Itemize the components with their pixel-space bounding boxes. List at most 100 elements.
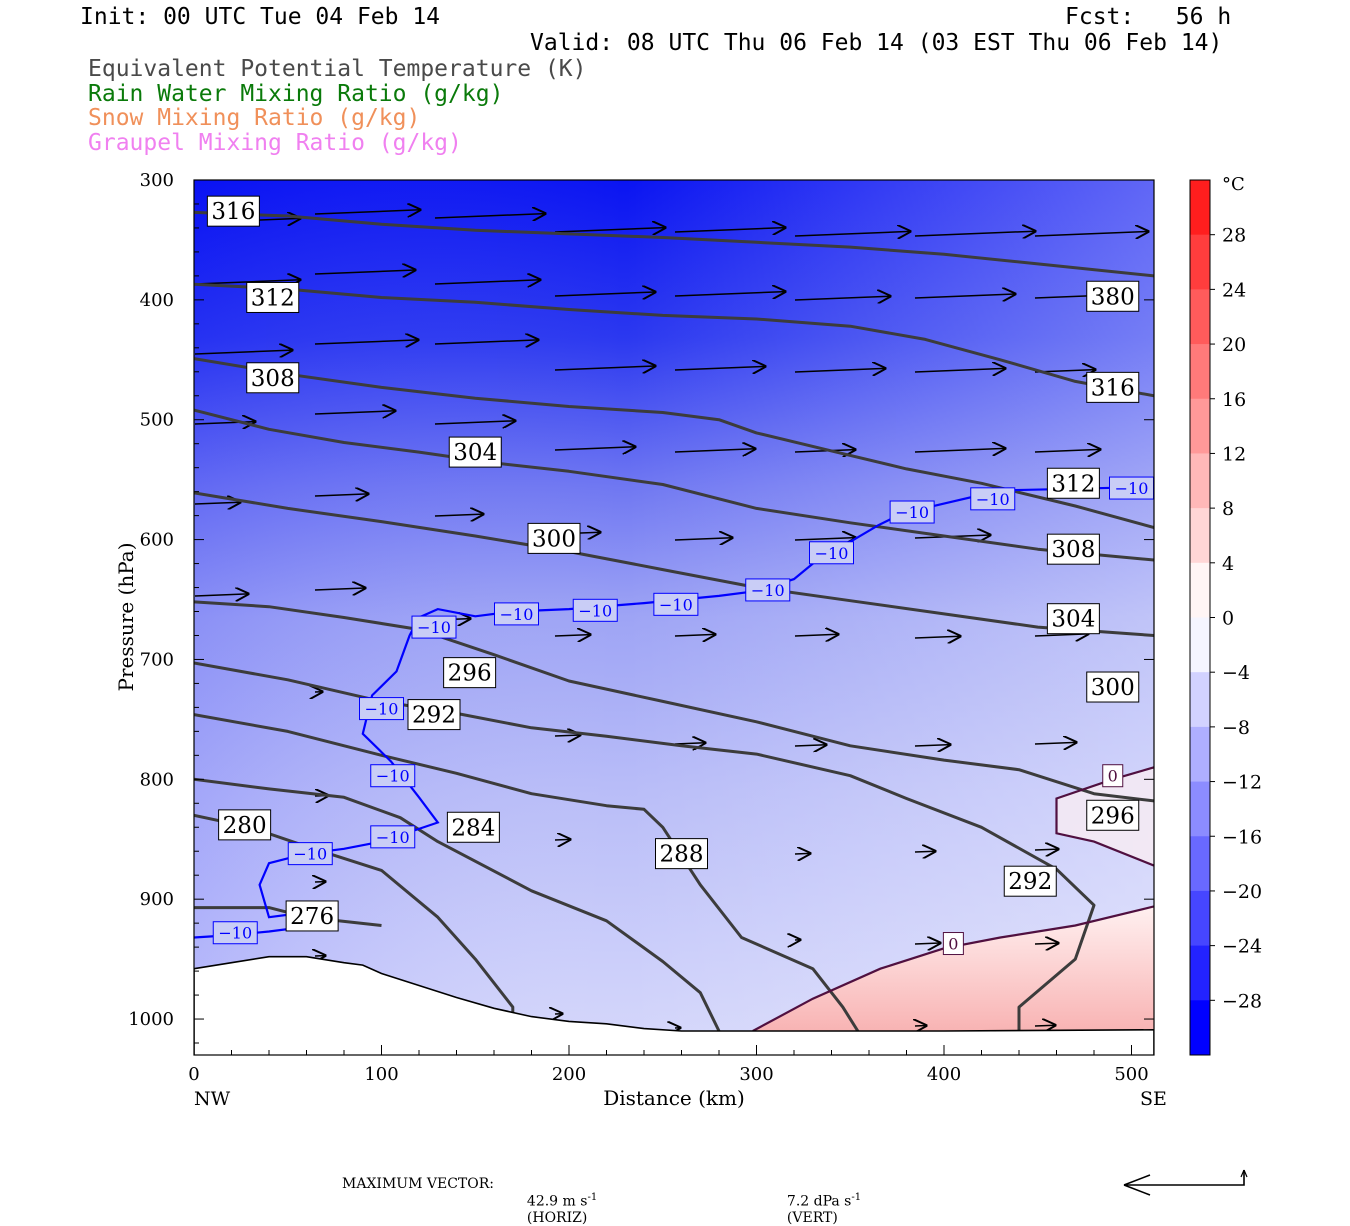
x-tick-label: 300 xyxy=(739,1064,773,1085)
svg-text:296: 296 xyxy=(448,661,492,687)
svg-text:−10: −10 xyxy=(376,828,410,847)
theta-e-label-276: 276 xyxy=(286,901,338,931)
wind-vector xyxy=(555,735,580,736)
svg-text:284: 284 xyxy=(451,815,495,841)
horiz-unit: (HORIZ) xyxy=(527,1210,587,1226)
colorbar-band xyxy=(1190,618,1210,673)
theta-e-label-300: 300 xyxy=(1087,672,1139,702)
y-tick-label: 900 xyxy=(140,889,174,910)
theta-e-label-296: 296 xyxy=(1087,800,1139,830)
theta-e-label-296: 296 xyxy=(444,658,496,688)
colorbar-band xyxy=(1190,727,1210,782)
x-tick-label: 500 xyxy=(1114,1064,1148,1085)
colorbar-label: −4 xyxy=(1222,662,1250,684)
temperature-label--10: −10 xyxy=(810,542,854,564)
y-axis-label: Pressure (hPa) xyxy=(114,543,138,692)
temperature-label--10: −10 xyxy=(371,826,415,848)
colorbar-label: 28 xyxy=(1222,225,1246,247)
x-axis-label: Distance (km) xyxy=(603,1086,745,1110)
colorbar-label: 16 xyxy=(1222,389,1246,411)
theta-e-label-312: 312 xyxy=(1047,468,1099,498)
colorbar-band xyxy=(1190,563,1210,618)
svg-text:312: 312 xyxy=(1051,471,1095,497)
x-tick-label: 400 xyxy=(927,1064,961,1085)
colorbar-label: −28 xyxy=(1222,990,1262,1012)
svg-text:312: 312 xyxy=(251,285,295,311)
colorbar-label: −20 xyxy=(1222,881,1262,903)
cross-section-chart: 3163123083043002962922882842802763803163… xyxy=(0,0,1350,1200)
colorbar-band xyxy=(1190,891,1210,946)
colorbar-label: 20 xyxy=(1222,334,1246,356)
svg-text:−10: −10 xyxy=(659,595,693,614)
svg-text:304: 304 xyxy=(453,440,497,466)
temperature-label-0: 0 xyxy=(943,933,963,955)
svg-text:288: 288 xyxy=(660,842,704,868)
x-tick-label: 100 xyxy=(364,1064,398,1085)
temperature-label--10: −10 xyxy=(890,501,934,523)
max-vector-label: MAXIMUM VECTOR: xyxy=(342,1176,494,1192)
theta-e-label-304: 304 xyxy=(449,437,501,467)
colorbar-label: 0 xyxy=(1222,608,1234,630)
theta-e-label-380: 380 xyxy=(1087,281,1139,311)
colorbar-band xyxy=(1190,1000,1210,1055)
y-tick-label: 500 xyxy=(140,410,174,431)
theta-e-label-308: 308 xyxy=(247,363,299,393)
colorbar-label: 8 xyxy=(1222,498,1234,520)
svg-text:308: 308 xyxy=(251,366,295,392)
horiz-value: 42.9 m s xyxy=(527,1194,588,1210)
temperature-label--10: −10 xyxy=(288,843,332,865)
temperature-label--10: −10 xyxy=(213,922,257,944)
colorbar-band xyxy=(1190,235,1210,290)
svg-text:0: 0 xyxy=(948,935,958,954)
svg-text:280: 280 xyxy=(223,813,267,839)
temperature-label--10: −10 xyxy=(412,616,456,638)
theta-e-label-288: 288 xyxy=(656,839,708,869)
colorbar-unit: °C xyxy=(1222,174,1245,195)
colorbar-band xyxy=(1190,180,1210,235)
temperature-label--10: −10 xyxy=(573,599,617,621)
colorbar-label: −8 xyxy=(1222,717,1250,739)
theta-e-label-292: 292 xyxy=(1004,866,1056,896)
reference-vector xyxy=(1124,1170,1247,1195)
colorbar-band xyxy=(1190,836,1210,891)
plot-area: 3163123083043002962922882842802763803163… xyxy=(194,180,1154,1060)
vert-value: 7.2 dPa s xyxy=(787,1194,851,1210)
vert-sup: -1 xyxy=(851,1192,861,1203)
svg-text:316: 316 xyxy=(211,199,255,225)
x-left-end-label: NW xyxy=(194,1088,231,1110)
svg-text:−10: −10 xyxy=(751,581,785,600)
svg-text:296: 296 xyxy=(1091,803,1135,829)
svg-text:308: 308 xyxy=(1051,537,1095,563)
colorbar-band xyxy=(1190,289,1210,344)
colorbar-label: 12 xyxy=(1222,443,1246,465)
colorbar-label: −12 xyxy=(1222,772,1262,794)
colorbar-band xyxy=(1190,782,1210,837)
vert-unit: (VERT) xyxy=(787,1210,838,1226)
y-tick-label: 700 xyxy=(140,649,174,670)
svg-text:−10: −10 xyxy=(365,700,399,719)
y-tick-label: 800 xyxy=(140,769,174,790)
svg-text:−10: −10 xyxy=(376,767,410,786)
y-tick-label: 300 xyxy=(140,170,174,191)
horiz-vector-value: 42.9 m s-1 (HORIZ) xyxy=(518,1176,597,1226)
temperature-label--10: −10 xyxy=(360,698,404,720)
colorbar-band xyxy=(1190,672,1210,727)
x-tick-label: 200 xyxy=(552,1064,586,1085)
theta-e-label-304: 304 xyxy=(1047,604,1099,634)
vert-vector-value: 7.2 dPa s-1 (VERT) xyxy=(778,1176,861,1226)
svg-text:−10: −10 xyxy=(895,503,929,522)
svg-text:−10: −10 xyxy=(500,605,534,624)
y-tick-label: 400 xyxy=(140,290,174,311)
svg-text:300: 300 xyxy=(532,526,576,552)
colorbar-label: −16 xyxy=(1222,826,1262,848)
colorbar-band xyxy=(1190,508,1210,563)
temperature-label--10: −10 xyxy=(495,603,539,625)
x-tick-label: 0 xyxy=(188,1064,199,1085)
svg-text:−10: −10 xyxy=(578,601,612,620)
colorbar-label: 24 xyxy=(1222,279,1246,301)
temperature-label--10: −10 xyxy=(1110,477,1154,499)
y-tick-label: 600 xyxy=(140,530,174,551)
svg-text:276: 276 xyxy=(290,904,334,930)
temperature-label--10: −10 xyxy=(746,579,790,601)
